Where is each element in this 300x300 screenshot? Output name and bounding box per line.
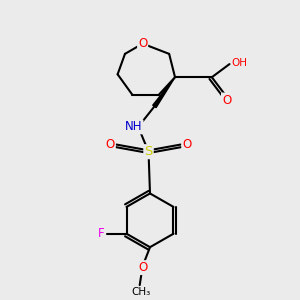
Polygon shape: [153, 77, 175, 108]
Text: O: O: [138, 261, 147, 274]
Text: O: O: [138, 37, 147, 50]
Text: S: S: [144, 145, 153, 158]
Text: O: O: [106, 138, 115, 151]
Text: O: O: [222, 94, 231, 106]
Text: F: F: [98, 227, 104, 240]
Text: O: O: [182, 138, 191, 151]
Text: CH₃: CH₃: [131, 286, 151, 297]
Text: OH: OH: [232, 58, 248, 68]
Text: NH: NH: [125, 120, 142, 134]
